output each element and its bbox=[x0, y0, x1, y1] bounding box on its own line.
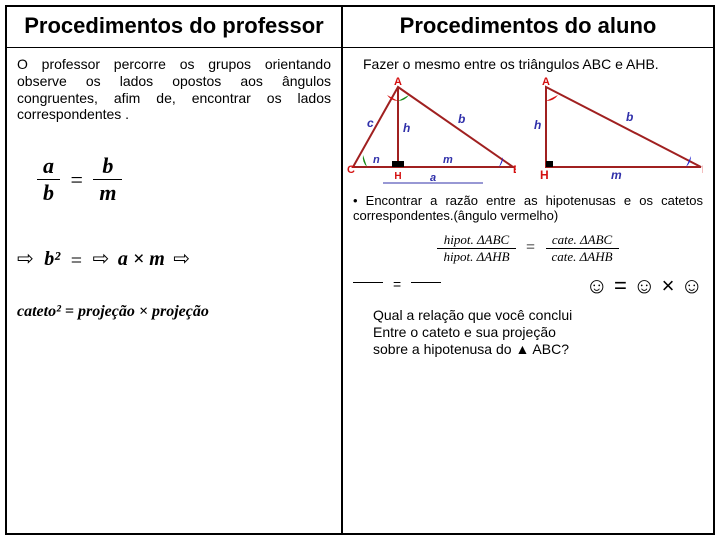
label-H: H bbox=[394, 171, 401, 182]
label-c: c bbox=[367, 116, 374, 130]
label-n: n bbox=[373, 154, 380, 166]
label-b-abc: b bbox=[458, 112, 465, 126]
ratio-hipotenusa: hipot. ΔABC hipot. ΔAHB = cate. ΔABC cat… bbox=[353, 232, 703, 265]
triangle-ahb: A H B h b m bbox=[526, 77, 703, 187]
formula-bsquared: ⇨ b² = ⇨ a × m ⇨ bbox=[17, 246, 331, 272]
professor-column: Procedimentos do professor O professor p… bbox=[7, 7, 343, 533]
ratio-rden: cate. ΔAHB bbox=[546, 249, 619, 265]
question-block: Qual a relação que você conclui Entre o … bbox=[373, 307, 703, 357]
triangles-container: A C B H c h b n m a A H bbox=[343, 77, 703, 187]
b-squared: b² bbox=[44, 248, 60, 270]
frac-a: a bbox=[37, 153, 60, 180]
ratio-lden: hipot. ΔAHB bbox=[437, 249, 515, 265]
triangle-abc: A C B H c h b n m a bbox=[343, 77, 516, 187]
label-b2: b bbox=[626, 110, 633, 124]
frac-b: b bbox=[37, 180, 60, 206]
label-B: B bbox=[513, 164, 516, 176]
equals-sign: = bbox=[70, 167, 82, 192]
bullet-encontrar: • Encontrar a razão entre as hipotenusas… bbox=[353, 193, 703, 224]
question-line2: Entre o cateto e sua projeção bbox=[373, 324, 703, 341]
main-frame: Procedimentos do professor O professor p… bbox=[5, 5, 715, 535]
label-B2: B bbox=[702, 164, 703, 176]
aluno-column: Procedimentos do aluno Fazer o mesmo ent… bbox=[343, 7, 713, 533]
aluno-paragraph: Fazer o mesmo entre os triângulos ABC e … bbox=[363, 56, 703, 73]
ratio-lnum: hipot. ΔABC bbox=[437, 232, 515, 249]
frac-b2: b bbox=[93, 153, 122, 180]
ratio-formula-ab: ab = bm bbox=[37, 153, 331, 206]
a-times-m: a × m bbox=[118, 248, 165, 270]
label-a: a bbox=[430, 172, 436, 184]
label-H2: H bbox=[540, 168, 549, 182]
label-h2: h bbox=[534, 118, 541, 132]
ratio-rnum: cate. ΔABC bbox=[546, 232, 619, 249]
formula-cateto: cateto² = projeção × projeção bbox=[17, 303, 331, 321]
professor-paragraph: O professor percorre os grupos orientand… bbox=[17, 56, 331, 123]
label-h: h bbox=[403, 121, 410, 135]
label-C: C bbox=[347, 164, 355, 176]
frac-m: m bbox=[93, 180, 122, 206]
question-line3: sobre a hipotenusa do ▲ ABC? bbox=[373, 341, 703, 358]
label-A2: A bbox=[542, 77, 550, 88]
question-line1: Qual a relação que você conclui bbox=[373, 307, 703, 324]
aluno-header: Procedimentos do aluno bbox=[343, 7, 713, 48]
smiley-equation: ☺ = ☺ × ☺ bbox=[585, 273, 703, 299]
label-m-abc: m bbox=[443, 154, 453, 166]
professor-header: Procedimentos do professor bbox=[7, 7, 341, 48]
label-m2: m bbox=[611, 168, 622, 182]
label-A: A bbox=[394, 77, 402, 88]
